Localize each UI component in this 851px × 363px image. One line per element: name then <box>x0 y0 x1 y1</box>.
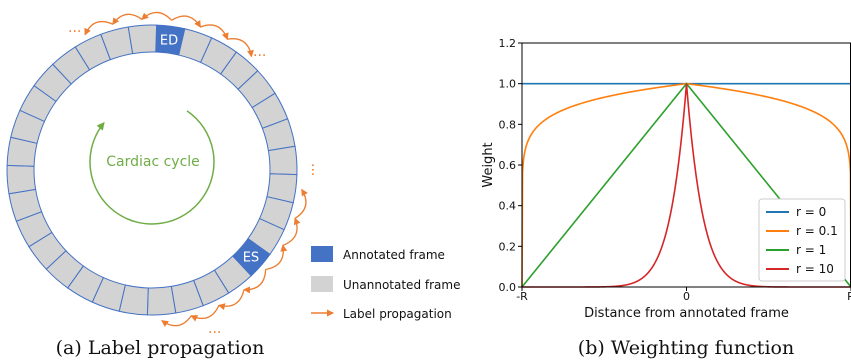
propagation-arrow <box>227 38 254 58</box>
chart-legend: r = 0 r = 0.1 r = 1 r = 10 <box>758 198 846 282</box>
cardiac-frame-ring <box>6 24 298 316</box>
ed-frame-label: ED <box>160 34 178 49</box>
x-axis-ticks: -R 0 R <box>516 287 851 303</box>
unannotated-frame-cell <box>146 285 177 316</box>
es-frame-label: ES <box>243 251 259 266</box>
weighting-function-chart: 0.0 0.2 0.4 0.6 0.8 1.0 1.2 -R 0 R Distance from… <box>481 37 851 359</box>
propagation-arrow <box>265 244 288 271</box>
ellipsis-bottom: ... <box>208 321 221 337</box>
annotated-legend-label: Annotated frame <box>343 248 445 262</box>
ellipsis-top-right: ... <box>253 44 266 60</box>
propagation-arrow <box>161 315 192 327</box>
x-tick-label: R <box>847 290 851 303</box>
annotated-legend-swatch <box>311 246 333 262</box>
unannotated-legend-swatch <box>311 276 333 292</box>
y-tick-label: 1.0 <box>499 78 517 91</box>
panel-a-caption: (a) Label propagation <box>56 337 265 359</box>
cardiac-cycle-arrow <box>89 110 215 225</box>
legend-label: r = 1 <box>796 243 826 257</box>
ellipsis-top-left: ... <box>68 20 81 36</box>
label-propagation-panel: Cardiac cycle ED ES ... ... ... ... Anno… <box>6 11 460 359</box>
x-axis-label: Distance from annotated frame <box>584 306 789 321</box>
cardiac-cycle-label: Cardiac cycle <box>106 154 200 170</box>
propagation-arrow <box>200 24 229 41</box>
legend-box <box>758 198 846 282</box>
y-tick-label: 0.8 <box>499 118 517 131</box>
x-tick-label: -R <box>516 290 528 303</box>
y-tick-label: 1.2 <box>499 37 517 50</box>
legend-label: r = 10 <box>796 262 834 276</box>
y-tick-label: 0.6 <box>499 159 517 172</box>
propagation-arrow <box>84 20 114 36</box>
propagation-arrow <box>112 13 143 25</box>
legend-label: r = 0.1 <box>796 224 838 238</box>
propagation-arrow <box>282 217 301 246</box>
propagation-arrows <box>84 11 308 327</box>
unannotated-frame-cell <box>267 145 298 176</box>
ellipsis-right: ... <box>308 163 324 176</box>
y-tick-label: 0.4 <box>499 200 517 213</box>
y-tick-label: 0.0 <box>499 281 517 294</box>
legend-label: r = 0 <box>796 205 826 219</box>
propagation-arrow <box>294 188 308 219</box>
panel-a-legend: Annotated frame Unannotated frame Label … <box>311 246 460 321</box>
panel-b-caption: (b) Weighting function <box>578 337 794 359</box>
propagation-arrow <box>171 15 201 28</box>
unannotated-frame-cell <box>127 24 158 55</box>
y-axis-ticks: 0.0 0.2 0.4 0.6 0.8 1.0 1.2 <box>499 37 522 294</box>
propagation-legend-label: Label propagation <box>343 307 452 321</box>
unannotated-legend-label: Unannotated frame <box>343 278 460 292</box>
y-axis-label: Weight <box>481 142 496 187</box>
propagation-arrow <box>141 11 173 21</box>
propagation-arrow <box>190 305 220 322</box>
propagation-arrow <box>243 269 267 294</box>
propagation-arrow <box>217 289 245 311</box>
x-tick-label: 0 <box>683 290 690 303</box>
y-tick-label: 0.2 <box>499 240 517 253</box>
unannotated-frame-cell <box>6 164 37 195</box>
